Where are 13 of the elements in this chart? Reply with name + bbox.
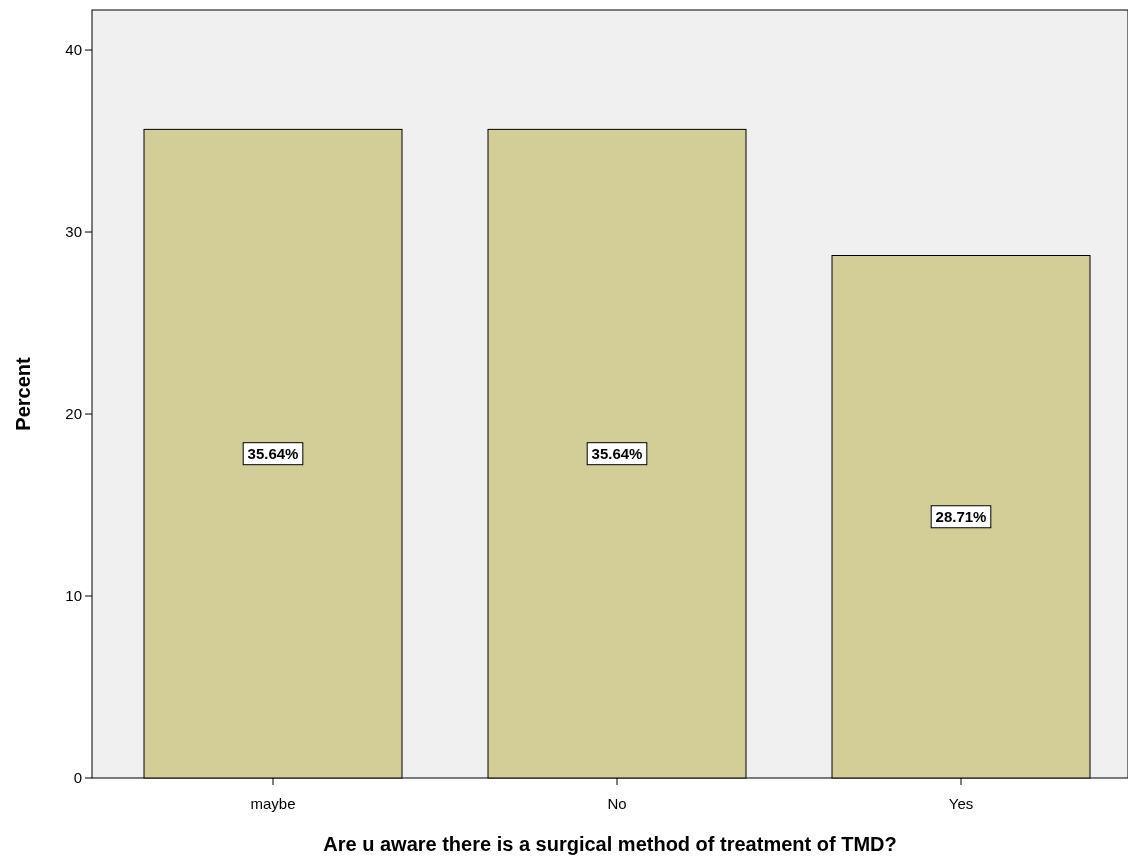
x-tick-label: maybe bbox=[250, 795, 296, 812]
x-tick-label: Yes bbox=[948, 795, 974, 812]
y-tick-label: 40 bbox=[65, 41, 82, 59]
data-label: 35.64% bbox=[591, 444, 643, 462]
y-axis-title: Percent bbox=[12, 356, 34, 431]
x-axis-title: Are u aware there is a surgical method of treatment of TMD? bbox=[323, 833, 897, 855]
y-tick-label: 30 bbox=[65, 223, 82, 241]
y-tick-label: 20 bbox=[65, 405, 82, 423]
y-tick-label: 10 bbox=[65, 587, 82, 605]
y-tick-label: 0 bbox=[73, 769, 82, 786]
x-tick-label: No bbox=[607, 795, 627, 812]
data-label: 28.71% bbox=[935, 507, 987, 525]
data-label: 35.64% bbox=[247, 444, 299, 462]
